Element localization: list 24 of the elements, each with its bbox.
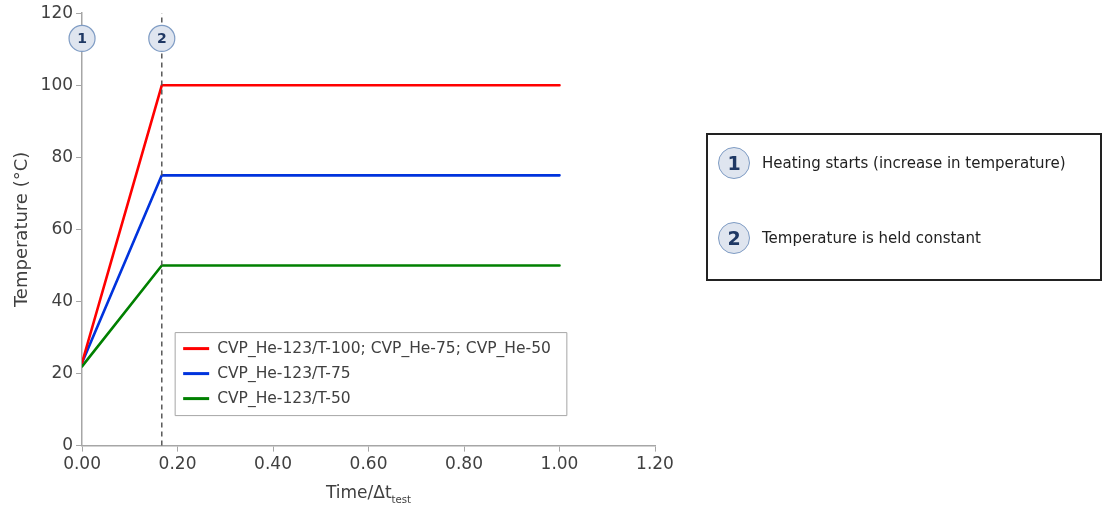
legend-label: CVP_He-123/T-100; CVP_He-75; CVP_He-50 bbox=[217, 338, 551, 358]
y-tick-label: 120 bbox=[40, 1, 74, 22]
text: Temperature is held constant bbox=[762, 229, 981, 247]
number-badge-icon: 2 bbox=[718, 222, 750, 254]
legend-label: CVP_He-123/T-50 bbox=[217, 388, 351, 408]
y-tick-label: 60 bbox=[51, 217, 74, 238]
y-tick-label: 100 bbox=[40, 73, 74, 94]
x-tick-label: 0.20 bbox=[158, 453, 197, 474]
y-tick-label: 80 bbox=[51, 145, 74, 166]
number-badge-icon: 1 bbox=[718, 147, 750, 179]
y-tick-label: 0 bbox=[62, 434, 74, 455]
y-tick-label: 20 bbox=[51, 361, 74, 382]
x-tick-label: 1.00 bbox=[540, 453, 579, 474]
x-tick-label: 0.80 bbox=[445, 453, 483, 474]
x-tick-label: 0.60 bbox=[349, 453, 388, 474]
x-tick-label: 0.40 bbox=[254, 453, 292, 474]
y-axis-title: Temperature (°C) bbox=[10, 151, 32, 309]
legend-label: CVP_He-123/T-75 bbox=[217, 363, 351, 383]
annotation: 1 bbox=[77, 30, 87, 47]
x-tick-label: 1.20 bbox=[636, 453, 674, 474]
annotation: 2 bbox=[156, 30, 167, 47]
text: Heating starts (increase in temperature) bbox=[762, 154, 1066, 172]
x-tick-label: 0.00 bbox=[63, 453, 101, 474]
y-tick-label: 40 bbox=[51, 289, 74, 310]
